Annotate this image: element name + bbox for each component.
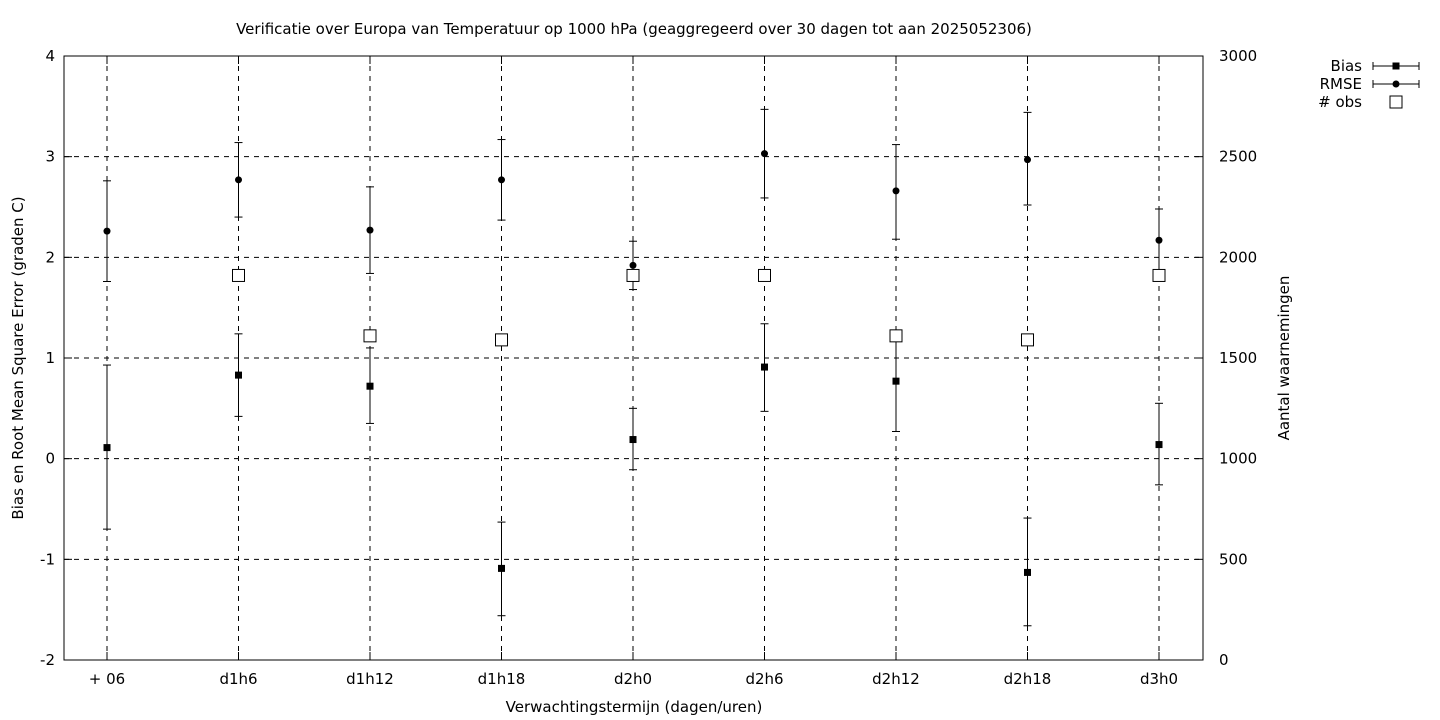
y2-axis-label: Aantal waarnemingen xyxy=(1275,276,1293,441)
point-rmse xyxy=(761,150,768,158)
x-tick-label: d2h6 xyxy=(745,670,783,688)
y-tick-label: 3 xyxy=(45,148,55,166)
gridlines xyxy=(64,56,1203,660)
point-obs xyxy=(1021,333,1034,347)
x-tick-label: d1h6 xyxy=(219,670,257,688)
x-tick-label: d1h18 xyxy=(478,670,526,688)
legend-item-rmse: RMSE xyxy=(1320,75,1420,93)
legend-marker xyxy=(1392,62,1400,70)
x-tick-label: + 06 xyxy=(89,670,125,688)
y2-tick-label: 1000 xyxy=(1219,450,1257,468)
y2-tick-label: 2500 xyxy=(1219,148,1257,166)
point-bias xyxy=(761,363,768,371)
legend-marker xyxy=(1392,80,1400,88)
y2-tick-label: 3000 xyxy=(1219,47,1257,65)
y-tick-label: 4 xyxy=(45,47,55,65)
point-rmse xyxy=(1024,156,1031,164)
y2-tick-label: 1500 xyxy=(1219,349,1257,367)
y-tick-label: 0 xyxy=(45,450,55,468)
point-rmse xyxy=(366,226,374,234)
y2-tick-label: 500 xyxy=(1219,550,1248,568)
x-tick-label: d2h12 xyxy=(872,670,920,688)
x-axis-label: Verwachtingstermijn (dagen/uren) xyxy=(506,698,763,716)
point-bias xyxy=(366,382,374,390)
chart-title: Verificatie over Europa van Temperatuur … xyxy=(236,20,1032,38)
point-bias xyxy=(892,377,900,385)
y-tick-label: -2 xyxy=(40,651,55,669)
x-tick-label: d3h0 xyxy=(1140,670,1178,688)
point-rmse xyxy=(235,176,242,184)
point-bias xyxy=(498,564,505,572)
point-bias xyxy=(235,371,242,379)
legend-marker xyxy=(1389,95,1403,109)
legend-label: # obs xyxy=(1318,93,1362,111)
x-tick-label: d2h0 xyxy=(614,670,652,688)
point-rmse xyxy=(892,187,900,195)
point-bias xyxy=(1024,568,1031,576)
y-tick-label: 1 xyxy=(45,349,55,367)
y2-tick-label: 2000 xyxy=(1219,248,1257,266)
legend-item-obs: # obs xyxy=(1318,93,1403,111)
point-bias xyxy=(629,436,637,444)
point-bias xyxy=(103,444,111,452)
y-tick-label: -1 xyxy=(40,550,55,568)
x-tick-label: d2h18 xyxy=(1004,670,1052,688)
point-bias xyxy=(1155,441,1163,449)
point-rmse xyxy=(1155,236,1163,244)
y-axis-label: Bias en Root Mean Square Error (graden C… xyxy=(9,196,27,519)
y2-tick-label: 0 xyxy=(1219,651,1229,669)
point-obs xyxy=(232,268,245,282)
point-rmse xyxy=(103,227,111,235)
legend-label: Bias xyxy=(1331,57,1363,75)
y-tick-label: 2 xyxy=(45,248,55,266)
plot-area xyxy=(103,108,1166,627)
series-rmse xyxy=(103,108,1163,291)
point-obs xyxy=(889,329,903,343)
legend-label: RMSE xyxy=(1320,75,1362,93)
series-obs xyxy=(232,268,1166,347)
point-rmse xyxy=(498,176,505,184)
point-obs xyxy=(626,268,640,282)
series-bias xyxy=(103,323,1163,627)
point-obs xyxy=(363,329,377,343)
point-rmse xyxy=(629,261,637,269)
legend-item-bias: Bias xyxy=(1331,57,1420,75)
x-tick-label: d1h12 xyxy=(346,670,394,688)
axes: + 06 d1h6 d1h12 d1h18 d2h0 d2h6 d2h12 d2h18 d3h0… xyxy=(40,47,1257,688)
point-obs xyxy=(495,333,508,347)
point-obs xyxy=(1152,268,1166,282)
point-obs xyxy=(758,268,771,282)
